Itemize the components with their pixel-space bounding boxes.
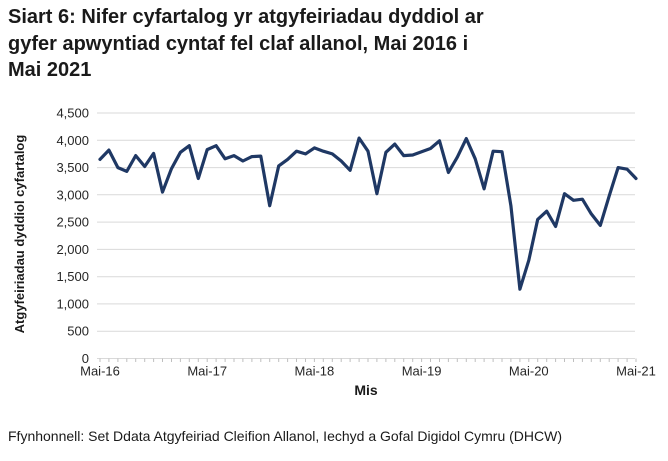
chart-svg: 0 500 1,000 1,500 2,000 2,500 3,000 3,500 4,000 4… bbox=[56, 106, 656, 379]
y-tick-label: 4,500 bbox=[56, 106, 89, 121]
x-tick-label: Mai-17 bbox=[187, 364, 227, 379]
chart-title-line-1: Siart 6: Nifer cyfartalog yr atgyfeiriad… bbox=[8, 6, 484, 28]
x-tick-label: Mai-19 bbox=[402, 364, 442, 379]
x-axis-title: Mis bbox=[354, 382, 378, 398]
y-tick-label: 3,500 bbox=[56, 160, 89, 175]
x-tick-label: Mai-21 bbox=[616, 364, 656, 379]
source-note: Ffynhonnell: Set Ddata Atgyfeiriad Cleif… bbox=[8, 428, 563, 444]
x-tick-label: Mai-16 bbox=[80, 364, 120, 379]
line-chart-plot: 0 500 1,000 1,500 2,000 2,500 3,000 3,500 4,000 4… bbox=[56, 106, 656, 379]
y-tick-label: 500 bbox=[67, 324, 89, 339]
y-tick-label: 3,000 bbox=[56, 187, 89, 202]
chart-title-line-3: Mai 2021 bbox=[8, 59, 92, 82]
y-tick-label: 2,000 bbox=[56, 242, 89, 257]
x-tick-label: Mai-18 bbox=[295, 364, 335, 379]
x-tick-label: Mai-20 bbox=[509, 364, 549, 379]
y-tick-label: 0 bbox=[82, 351, 89, 366]
y-tick-label: 4,000 bbox=[56, 133, 89, 148]
chart-title: Siart 6: Nifer cyfartalog yr atgyfeiriad… bbox=[8, 4, 598, 84]
y-tick-label: 1,000 bbox=[56, 296, 89, 311]
y-tick-label: 2,500 bbox=[56, 215, 89, 230]
y-tick-label: 1,500 bbox=[56, 269, 89, 284]
chart-title-line-2: gyfer apwyntiad cyntaf fel claf allanol,… bbox=[8, 32, 469, 55]
data-line bbox=[98, 136, 638, 291]
